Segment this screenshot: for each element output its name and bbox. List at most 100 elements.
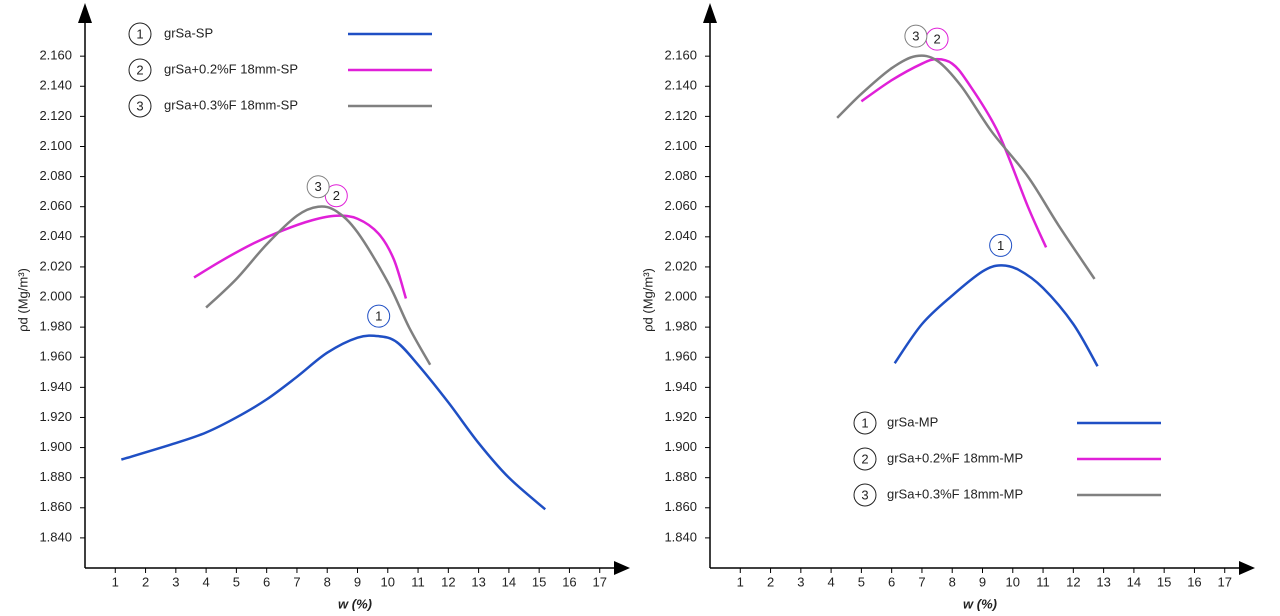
y-tick-label: 1.940 — [664, 379, 697, 394]
x-axis-label: w (%) — [963, 596, 997, 611]
x-tick-label: 17 — [1217, 574, 1231, 589]
line-series — [893, 264, 1099, 367]
y-tick-label: 2.020 — [664, 258, 697, 273]
x-tick-label: 17 — [592, 574, 606, 589]
y-tick-label: 1.960 — [39, 349, 72, 364]
x-tick-label: 13 — [1096, 574, 1110, 589]
x-tick-label: 15 — [532, 574, 546, 589]
legend-tag: 2 — [136, 62, 143, 77]
y-tick-label: 2.060 — [664, 198, 697, 213]
y-axis-arrow — [703, 3, 717, 23]
y-axis-label: ρd (Mg/m³) — [640, 268, 655, 332]
y-tick-label: 2.140 — [664, 78, 697, 93]
x-tick-label: 16 — [1187, 574, 1201, 589]
legend-label: grSa+0.3%F 18mm-MP — [887, 486, 1023, 501]
x-tick-label: 11 — [411, 574, 425, 589]
x-tick-label: 7 — [293, 574, 300, 589]
y-tick-label: 1.880 — [664, 469, 697, 484]
legend-tag: 1 — [861, 415, 868, 430]
x-tick-label: 3 — [797, 574, 804, 589]
x-tick-label: 12 — [441, 574, 455, 589]
x-tick-label: 9 — [354, 574, 361, 589]
legend-tag: 3 — [861, 487, 868, 502]
y-tick-label: 2.040 — [39, 228, 72, 243]
legend-tag-circle — [128, 22, 152, 46]
y-tick-label: 1.980 — [664, 319, 697, 334]
chart-panel: 1 2 3 4 5 6 7 8 9 10 11 12 13 14 15 16 171.8401.8601.880… — [15, 3, 630, 611]
x-tick-label: 6 — [263, 574, 270, 589]
y-tick-label: 2.100 — [664, 138, 697, 153]
legend-tag: 2 — [861, 451, 868, 466]
legend-tag: 1 — [136, 26, 143, 41]
line-series — [120, 334, 547, 511]
legend-label: grSa+0.2%F 18mm-SP — [164, 61, 298, 76]
x-tick-label: 8 — [949, 574, 956, 589]
legend-label: grSa+0.3%F 18mm-SP — [164, 97, 298, 112]
y-tick-label: 1.940 — [39, 379, 72, 394]
y-tick-label: 1.860 — [39, 499, 72, 514]
y-tick-label: 2.080 — [39, 168, 72, 183]
y-tick-label: 1.900 — [39, 439, 72, 454]
y-tick-label: 2.020 — [39, 258, 72, 273]
series-tag: 2 — [933, 32, 940, 47]
x-tick-label: 10 — [1006, 574, 1020, 589]
x-axis-arrow — [1239, 561, 1255, 575]
x-tick-label: 2 — [142, 574, 149, 589]
y-tick-label: 2.000 — [39, 288, 72, 303]
legend-label: grSa-MP — [887, 414, 938, 429]
y-tick-label: 1.840 — [664, 529, 697, 544]
series-tag-circle — [324, 184, 348, 208]
legend-tag: 3 — [136, 98, 143, 113]
y-tick-label: 2.080 — [664, 168, 697, 183]
legend-tag-circle — [853, 411, 877, 435]
x-tick-label: 4 — [202, 574, 209, 589]
y-tick-label: 1.980 — [39, 319, 72, 334]
series-tag-circle — [367, 304, 391, 328]
x-tick-label: 9 — [979, 574, 986, 589]
x-tick-label: 6 — [888, 574, 895, 589]
x-tick-label: 14 — [1127, 574, 1141, 589]
series-tag: 2 — [333, 188, 340, 203]
y-tick-label: 2.060 — [39, 198, 72, 213]
x-tick-label: 1 — [112, 574, 119, 589]
y-tick-label: 1.880 — [39, 469, 72, 484]
y-tick-label: 2.120 — [664, 108, 697, 123]
x-tick-label: 16 — [562, 574, 576, 589]
x-tick-label: 4 — [827, 574, 834, 589]
x-tick-label: 5 — [858, 574, 865, 589]
y-tick-label: 2.040 — [664, 228, 697, 243]
legend-tag-circle — [128, 58, 152, 82]
series-tag: 3 — [315, 179, 322, 194]
chart-panel: 1 2 3 4 5 6 7 8 9 10 11 12 13 14 15 16 171.8401.8601.880… — [640, 3, 1255, 611]
x-tick-label: 5 — [233, 574, 240, 589]
legend-tag-circle — [128, 94, 152, 118]
series-tag-circle — [306, 175, 330, 199]
x-tick-label: 3 — [172, 574, 179, 589]
series-tag-circle — [904, 24, 928, 48]
line-series — [860, 57, 1048, 248]
series-tag: 1 — [997, 238, 1004, 253]
y-tick-label: 2.120 — [39, 108, 72, 123]
x-tick-label: 13 — [471, 574, 485, 589]
x-tick-label: 12 — [1066, 574, 1080, 589]
y-tick-label: 2.000 — [664, 288, 697, 303]
y-tick-label: 2.160 — [39, 48, 72, 63]
y-tick-label: 2.100 — [39, 138, 72, 153]
legend-tag-circle — [853, 447, 877, 471]
y-tick-label: 1.900 — [664, 439, 697, 454]
x-tick-label: 7 — [918, 574, 925, 589]
x-tick-label: 2 — [767, 574, 774, 589]
x-axis-arrow — [614, 561, 630, 575]
line-series — [836, 54, 1096, 280]
series-tag: 1 — [375, 309, 382, 324]
legend-tag-circle — [853, 483, 877, 507]
y-tick-label: 2.140 — [39, 78, 72, 93]
x-tick-label: 1 — [737, 574, 744, 589]
x-tick-label: 15 — [1157, 574, 1171, 589]
x-axis-label: w (%) — [338, 596, 372, 611]
y-tick-label: 1.860 — [664, 499, 697, 514]
y-tick-label: 1.920 — [664, 409, 697, 424]
y-axis-arrow — [78, 3, 92, 23]
x-tick-label: 8 — [324, 574, 331, 589]
